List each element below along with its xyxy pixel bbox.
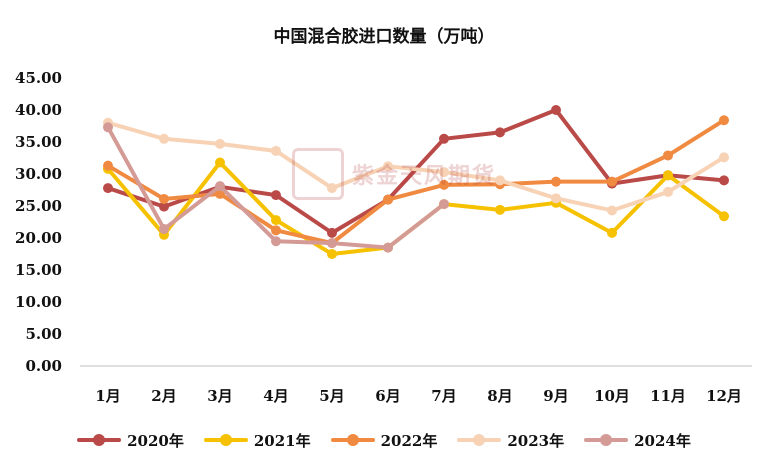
data-point [271,190,281,201]
y-tick-label: 30.00 [15,165,62,183]
chart-axes: 0.00 5.00 10.00 15.00 20.00 25.00 30.00 35.00 40… [15,69,752,405]
data-point [663,170,673,181]
legend-label: 2024年 [634,431,691,450]
y-tick-label: 35.00 [15,133,62,151]
x-tick-label: 11月 [650,387,686,405]
legend-swatch [584,433,629,447]
data-point [103,160,113,171]
data-point [607,176,617,187]
data-point [271,236,281,247]
y-tick-label: 0.00 [25,357,62,375]
legend-label: 2023年 [507,431,565,450]
data-point [383,242,393,253]
x-tick-label: 6月 [375,387,400,405]
data-point [439,167,449,178]
legend-swatch [457,433,502,447]
legend-swatch [203,433,248,447]
series-line [107,120,726,213]
legend-label: 2021年 [253,431,311,450]
watermark: 紫金天风期货 [292,148,496,200]
data-point [439,133,449,144]
legend-swatch [330,433,375,447]
legend-item: 2021年 [203,430,311,451]
series-5 [103,122,449,253]
legend-swatch [77,433,122,447]
y-tick-label: 45.00 [15,69,62,87]
x-tick-label: 1月 [95,387,120,405]
data-point [271,225,281,236]
series-layer [103,105,729,259]
y-tick-label: 5.00 [25,325,62,343]
chart-title: 中国混合胶进口数量（万吨） [273,27,495,47]
data-point [495,175,505,186]
data-point [663,186,673,197]
data-point [719,175,729,186]
data-point [495,204,505,215]
data-point [383,194,393,205]
data-point [215,181,225,192]
x-tick-label: 10月 [594,387,630,405]
chart-legend: 2020年 2021年 2022年 2023年 2024年 [0,428,768,452]
data-point [551,193,561,204]
data-point [159,201,169,212]
legend-item: 2024年 [584,430,691,451]
data-point [383,161,393,172]
data-point [607,205,617,216]
legend-label: 2022年 [380,431,438,450]
x-tick-label: 9月 [543,387,568,405]
y-tick-label: 15.00 [15,261,62,279]
data-point [719,211,729,222]
data-point [327,183,337,194]
x-tick-label: 7月 [431,387,456,405]
data-point [159,133,169,144]
data-point [327,249,337,259]
data-point [103,183,113,194]
legend-item: 2022年 [330,430,438,451]
data-point [663,150,673,161]
y-tick-label: 25.00 [15,197,62,215]
legend-label: 2020年 [127,431,184,450]
data-point [327,227,337,238]
y-tick-label: 20.00 [15,229,62,247]
watermark-seal [292,148,344,200]
y-tick-label: 40.00 [15,101,62,119]
data-point [159,224,169,235]
data-point [719,152,729,163]
x-tick-label: 5月 [319,387,344,405]
legend-item: 2023年 [457,430,564,451]
legend-item: 2020年 [77,430,184,451]
x-tick-label: 8月 [487,387,512,405]
x-tick-label: 12月 [706,387,742,405]
data-point [215,157,225,168]
y-tick-label: 10.00 [15,293,62,311]
data-point [159,193,169,204]
data-point [327,238,337,249]
x-tick-label: 4月 [263,387,288,405]
data-point [103,122,113,133]
data-point [495,127,505,138]
data-point [607,227,617,238]
x-tick-label: 2月 [151,387,176,405]
data-point [271,215,281,226]
watermark-text: 紫金天风期货 [352,163,497,189]
data-point [551,105,561,115]
data-point [439,179,449,190]
x-tick-label: 3月 [207,387,232,405]
data-point [439,199,449,210]
data-point [271,145,281,156]
data-point [551,176,561,187]
data-point [215,138,225,149]
data-point [719,115,729,126]
